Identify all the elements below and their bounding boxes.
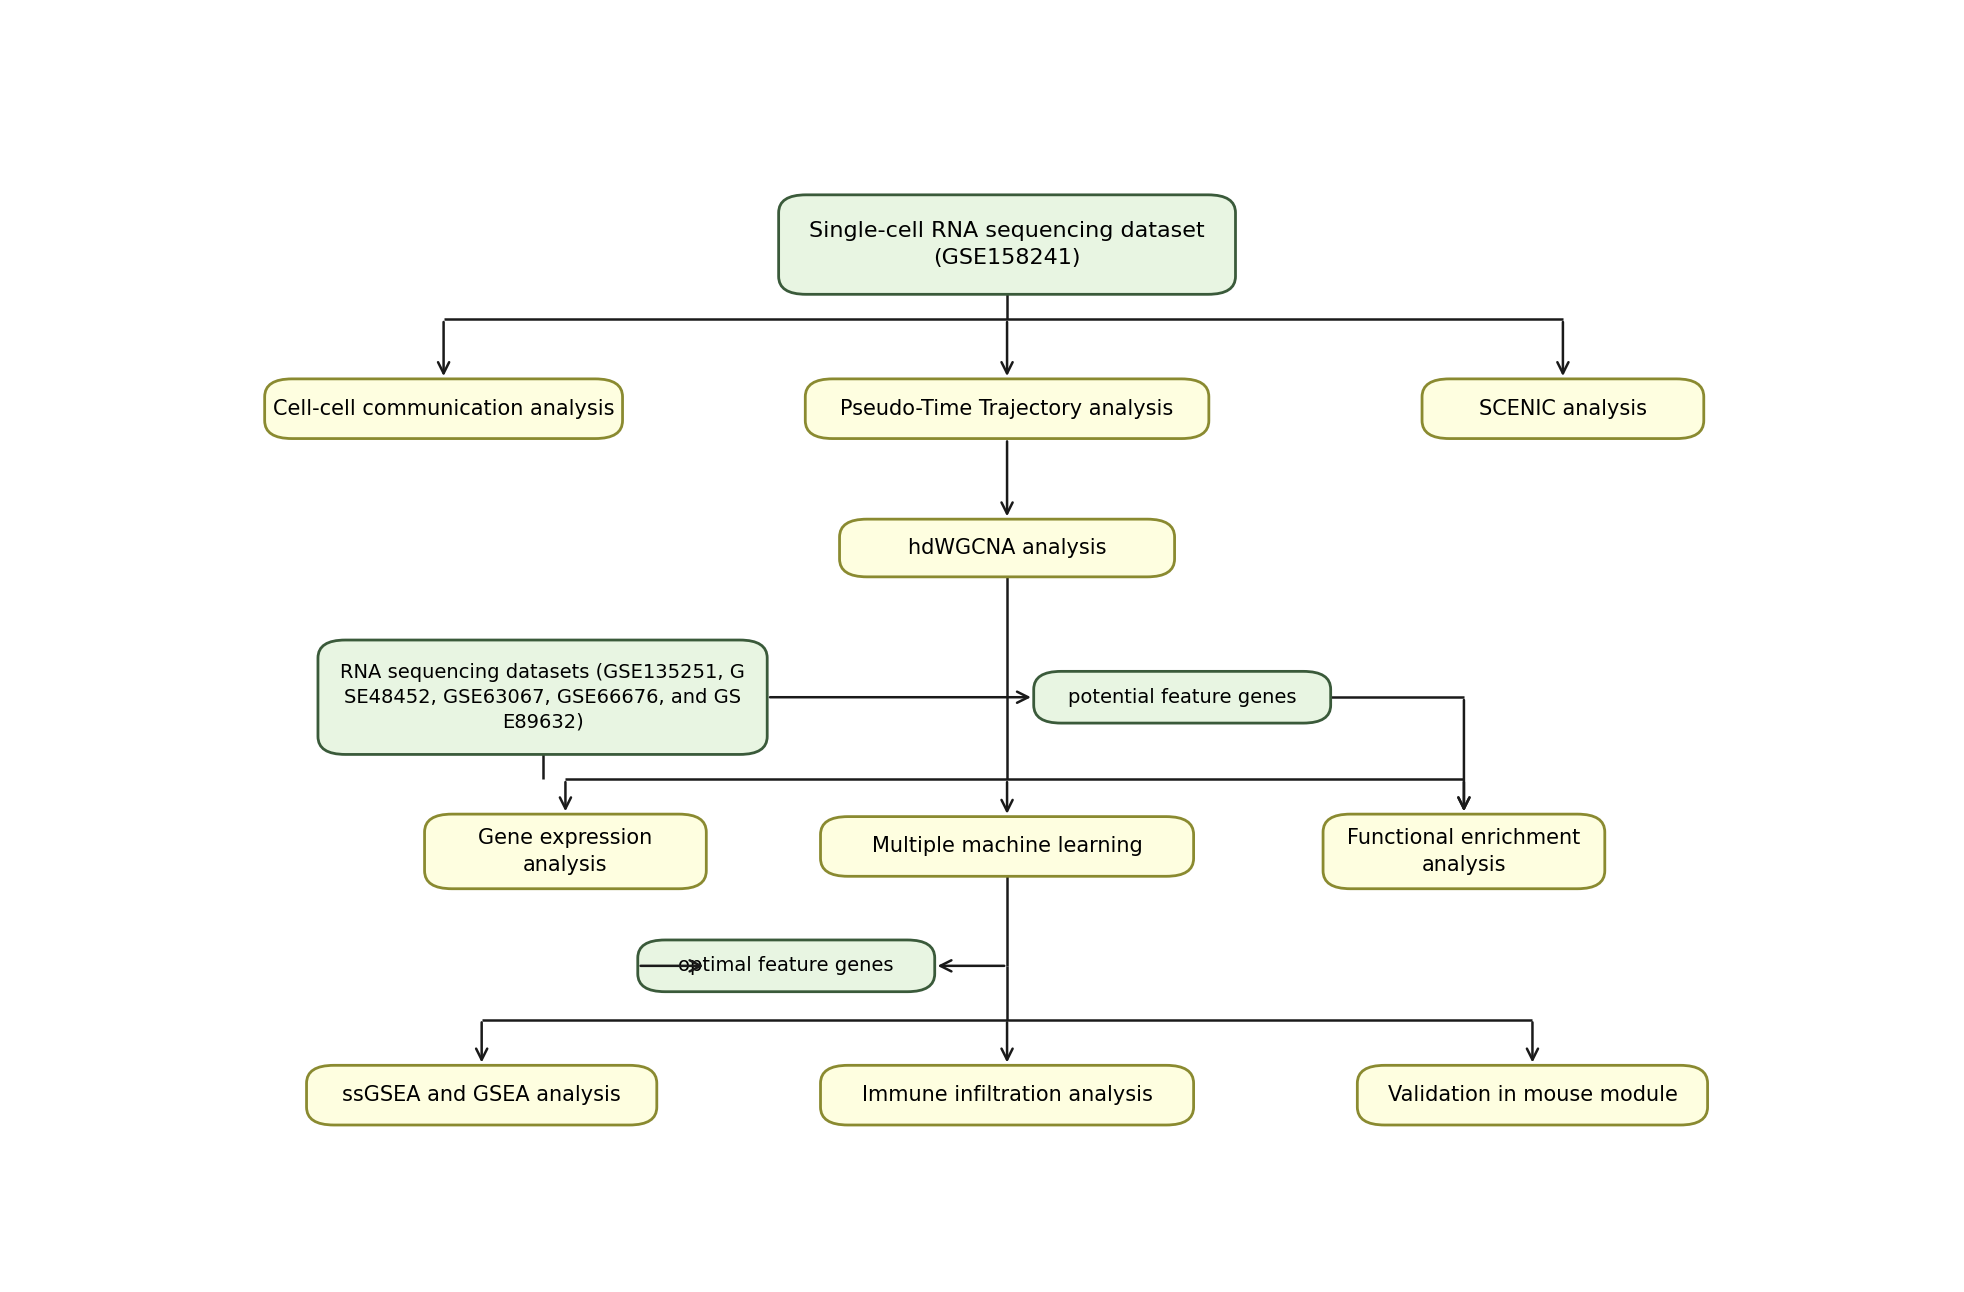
Text: Validation in mouse module: Validation in mouse module xyxy=(1387,1085,1677,1105)
Text: hdWGCNA analysis: hdWGCNA analysis xyxy=(907,537,1106,558)
FancyBboxPatch shape xyxy=(265,379,623,438)
FancyBboxPatch shape xyxy=(1357,1066,1707,1125)
FancyBboxPatch shape xyxy=(1033,672,1330,724)
Text: Single-cell RNA sequencing dataset
(GSE158241): Single-cell RNA sequencing dataset (GSE1… xyxy=(809,221,1204,267)
Text: optimal feature genes: optimal feature genes xyxy=(678,956,894,975)
FancyBboxPatch shape xyxy=(821,1066,1192,1125)
FancyBboxPatch shape xyxy=(805,379,1208,438)
Text: ssGSEA and GSEA analysis: ssGSEA and GSEA analysis xyxy=(342,1085,621,1105)
Text: Gene expression
analysis: Gene expression analysis xyxy=(477,828,652,875)
Text: Cell-cell communication analysis: Cell-cell communication analysis xyxy=(273,399,615,419)
FancyBboxPatch shape xyxy=(638,941,935,992)
FancyBboxPatch shape xyxy=(839,519,1174,576)
Text: RNA sequencing datasets (GSE135251, G
SE48452, GSE63067, GSE66676, and GS
E89632: RNA sequencing datasets (GSE135251, G SE… xyxy=(340,663,744,731)
FancyBboxPatch shape xyxy=(821,817,1192,876)
FancyBboxPatch shape xyxy=(778,195,1235,295)
FancyBboxPatch shape xyxy=(306,1066,656,1125)
FancyBboxPatch shape xyxy=(318,640,766,755)
FancyBboxPatch shape xyxy=(1322,814,1605,889)
Text: SCENIC analysis: SCENIC analysis xyxy=(1479,399,1646,419)
Text: Pseudo-Time Trajectory analysis: Pseudo-Time Trajectory analysis xyxy=(841,399,1173,419)
Text: potential feature genes: potential feature genes xyxy=(1066,687,1296,707)
Text: Immune infiltration analysis: Immune infiltration analysis xyxy=(860,1085,1153,1105)
Text: Multiple machine learning: Multiple machine learning xyxy=(872,836,1141,857)
FancyBboxPatch shape xyxy=(1422,379,1703,438)
Text: Functional enrichment
analysis: Functional enrichment analysis xyxy=(1347,828,1579,875)
FancyBboxPatch shape xyxy=(424,814,705,889)
